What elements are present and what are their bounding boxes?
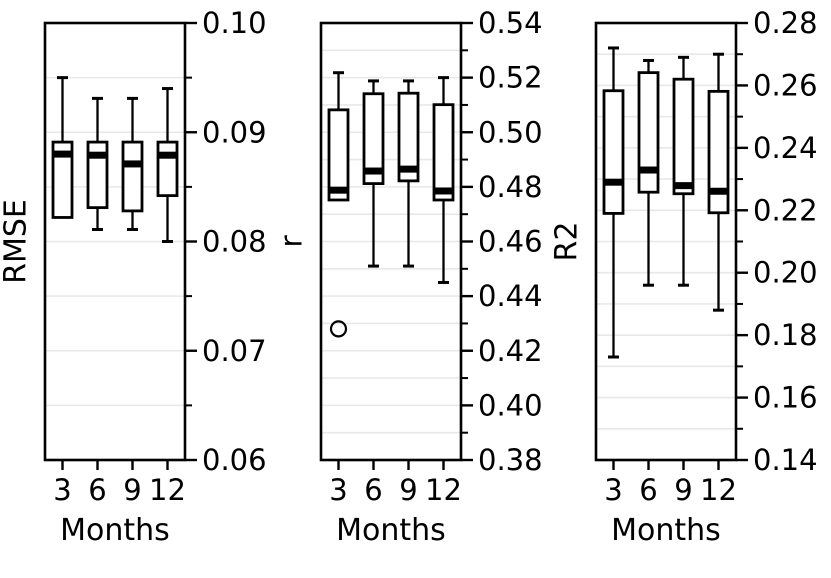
median-line	[674, 182, 693, 190]
x-tick-label: 12	[700, 473, 737, 507]
x-tick-label: 12	[425, 473, 462, 507]
median-line	[364, 167, 383, 175]
median-line	[329, 186, 348, 194]
y-tick-label: 0.10	[202, 6, 267, 40]
box	[672, 77, 695, 196]
y-tick-label: 0.07	[202, 334, 267, 368]
box	[637, 71, 660, 194]
outlier-point	[329, 320, 348, 338]
box	[327, 108, 350, 202]
box	[51, 140, 74, 219]
y-tick-label: 0.42	[478, 334, 543, 368]
y-tick-label: 0.52	[478, 61, 543, 95]
median-line	[53, 150, 72, 158]
y-tick-label: 0.40	[478, 388, 543, 422]
x-tick-label: 3	[329, 473, 347, 507]
x-tick-label: 9	[674, 473, 692, 507]
median-line	[709, 187, 728, 195]
y-tick-label: 0.14	[753, 443, 818, 477]
box	[707, 89, 730, 215]
x-tick-label: 3	[604, 473, 622, 507]
x-axis-label: Months	[336, 513, 446, 548]
x-axis-label: Months	[60, 513, 170, 548]
x-tick-label: 6	[364, 473, 382, 507]
y-tick-label: 0.26	[753, 68, 818, 102]
y-tick-label: 0.54	[478, 6, 543, 40]
y-axis-label: r	[275, 235, 310, 248]
x-tick-label: 9	[123, 473, 141, 507]
y-tick-label: 0.50	[478, 115, 543, 149]
median-line	[399, 165, 418, 173]
box	[362, 92, 385, 185]
x-axis-label: Months	[611, 513, 721, 548]
x-tick-label: 9	[399, 473, 417, 507]
y-tick-label: 0.38	[478, 443, 543, 477]
median-line	[434, 187, 453, 195]
box	[432, 103, 455, 202]
median-line	[604, 178, 623, 186]
y-tick-label: 0.18	[753, 318, 818, 352]
box	[121, 140, 144, 213]
y-tick-label: 0.22	[753, 193, 818, 227]
box	[156, 140, 179, 198]
y-tick-label: 0.46	[478, 225, 543, 259]
box	[397, 91, 420, 183]
median-line	[639, 166, 658, 174]
x-tick-label: 3	[53, 473, 71, 507]
y-tick-label: 0.48	[478, 170, 543, 204]
y-tick-label: 0.08	[202, 225, 267, 259]
x-tick-label: 6	[639, 473, 657, 507]
x-tick-label: 12	[149, 473, 186, 507]
median-line	[88, 151, 107, 159]
x-tick-label: 6	[88, 473, 106, 507]
y-tick-label: 0.24	[753, 131, 818, 165]
y-tick-label: 0.09	[202, 115, 267, 149]
y-axis-label: R2	[550, 222, 585, 262]
y-tick-label: 0.16	[753, 381, 818, 415]
y-tick-label: 0.20	[753, 256, 818, 290]
y-tick-label: 0.28	[753, 6, 818, 40]
y-tick-label: 0.06	[202, 443, 267, 477]
median-line	[123, 160, 142, 168]
y-tick-label: 0.44	[478, 279, 543, 313]
median-line	[158, 151, 177, 159]
y-axis-label: RMSE	[0, 199, 34, 284]
box	[602, 89, 625, 215]
